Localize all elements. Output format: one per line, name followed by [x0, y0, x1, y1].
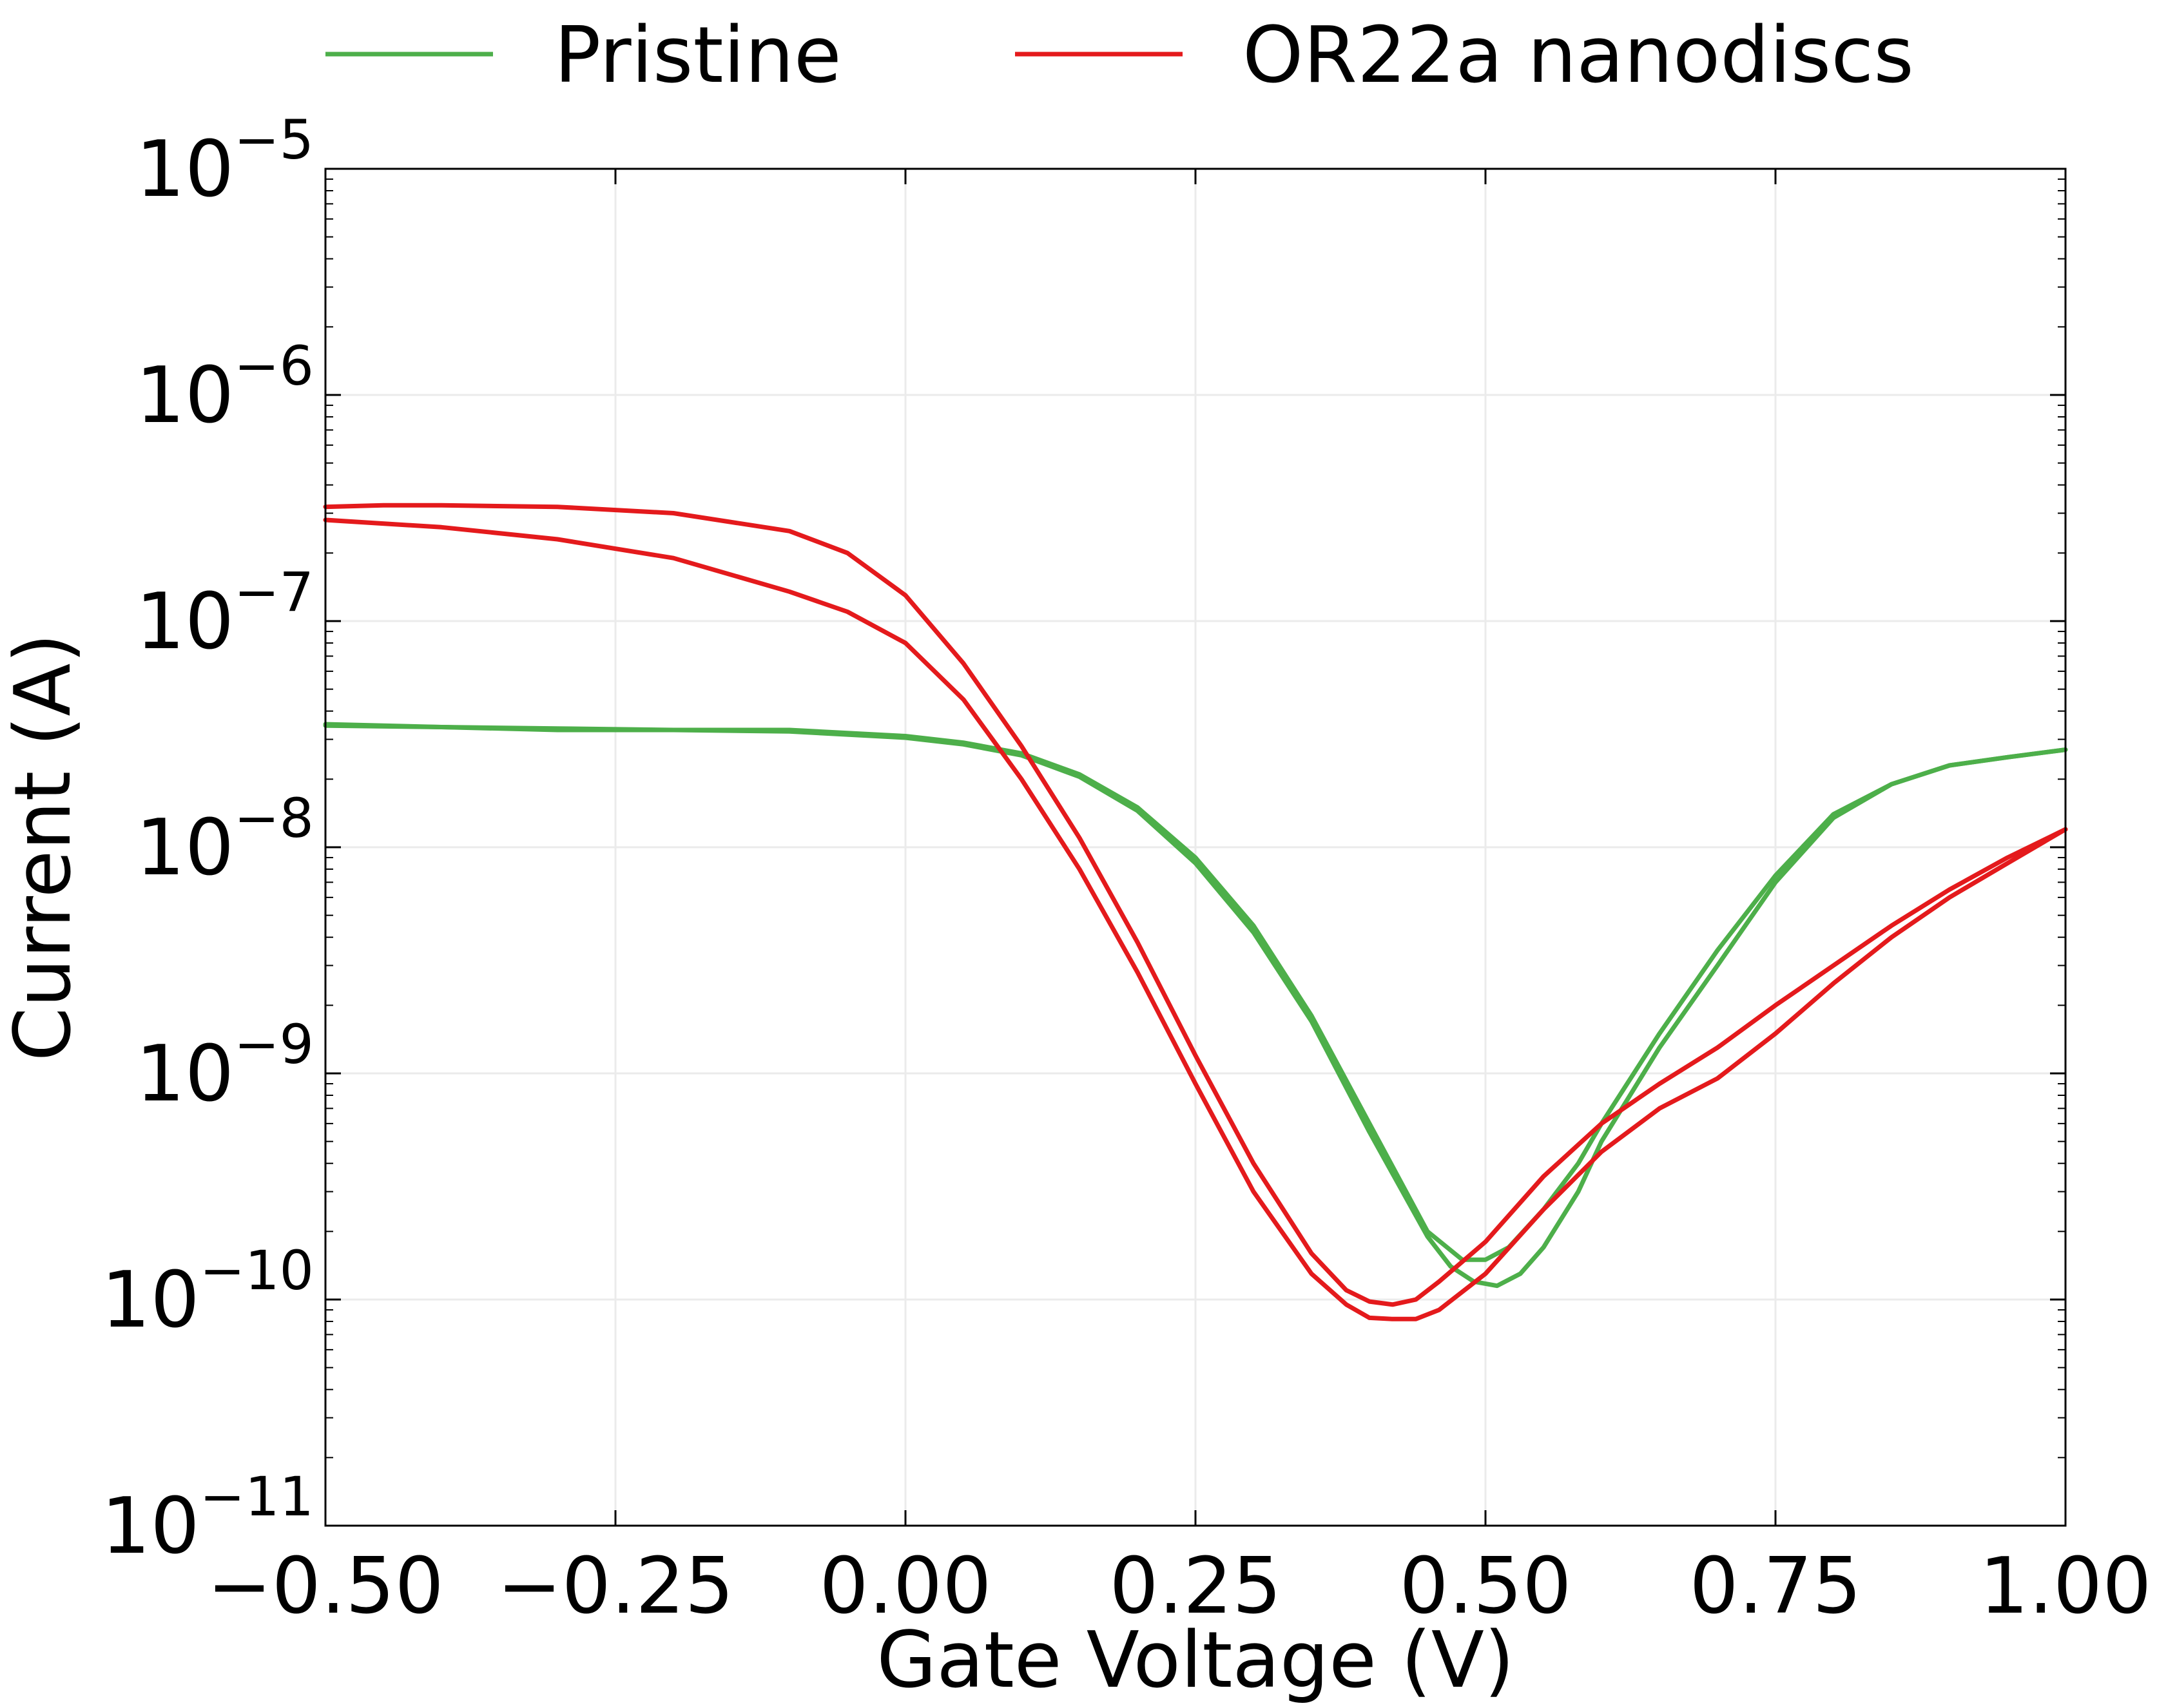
series-line-or22a-nanodiscs-sweep-2: [323, 517, 2068, 1321]
legend: Pristine OR22a nanodiscs: [325, 11, 1914, 101]
x-tick-label: 0.00: [819, 1542, 991, 1631]
major-ticks: [324, 168, 2067, 1527]
y-tick-base: 10: [135, 577, 234, 667]
y-tick-base: 10: [135, 803, 234, 893]
y-tick-base: 10: [101, 1256, 200, 1345]
y-tick-exponent: −9: [234, 1013, 314, 1076]
series-line-pristine-sweep-2: [323, 723, 2068, 1289]
grid-lines: [325, 169, 2065, 1526]
y-tick-label: 10−9: [135, 1013, 314, 1119]
y-tick-base: 10: [135, 125, 234, 215]
y-tick-base: 10: [135, 1030, 234, 1119]
minor-ticks: [325, 178, 2065, 1459]
x-tick-label: 0.50: [1399, 1542, 1571, 1631]
legend-label: OR22a nanodiscs: [1243, 11, 1914, 101]
y-tick-exponent: −8: [234, 787, 314, 850]
y-tick-label: 10−6: [135, 334, 314, 441]
legend-label: Pristine: [554, 11, 842, 101]
x-tick-label: 1.00: [1979, 1542, 2151, 1631]
y-tick-label: 10−8: [135, 787, 314, 893]
y-tick-exponent: −5: [234, 108, 314, 171]
series-layer: [323, 503, 2068, 1321]
x-axis-title: Gate Voltage (V): [876, 1616, 1514, 1705]
y-tick-label: 10−5: [135, 108, 314, 215]
y-tick-label: 10−7: [135, 561, 314, 667]
x-tick-label: 0.25: [1109, 1542, 1281, 1631]
series-line-or22a-nanodiscs-sweep-1: [323, 503, 2068, 1307]
y-axis-title: Current (A): [0, 633, 88, 1062]
x-tick-label: 0.75: [1689, 1542, 1861, 1631]
y-tick-label: 10−11: [101, 1465, 314, 1571]
x-tick-label: −0.50: [207, 1542, 444, 1631]
y-tick-exponent: −11: [200, 1465, 314, 1528]
x-tick-labels: −0.50 −0.25 0.00 0.25 0.50 0.75 1.00: [207, 1542, 2151, 1631]
y-tick-base: 10: [101, 1482, 200, 1571]
y-tick-exponent: −6: [234, 334, 314, 398]
x-tick-label: −0.25: [497, 1542, 734, 1631]
y-tick-exponent: −7: [234, 561, 314, 624]
y-tick-base: 10: [135, 351, 234, 441]
y-tick-exponent: −10: [200, 1239, 314, 1302]
y-tick-label: 10−10: [101, 1239, 314, 1345]
